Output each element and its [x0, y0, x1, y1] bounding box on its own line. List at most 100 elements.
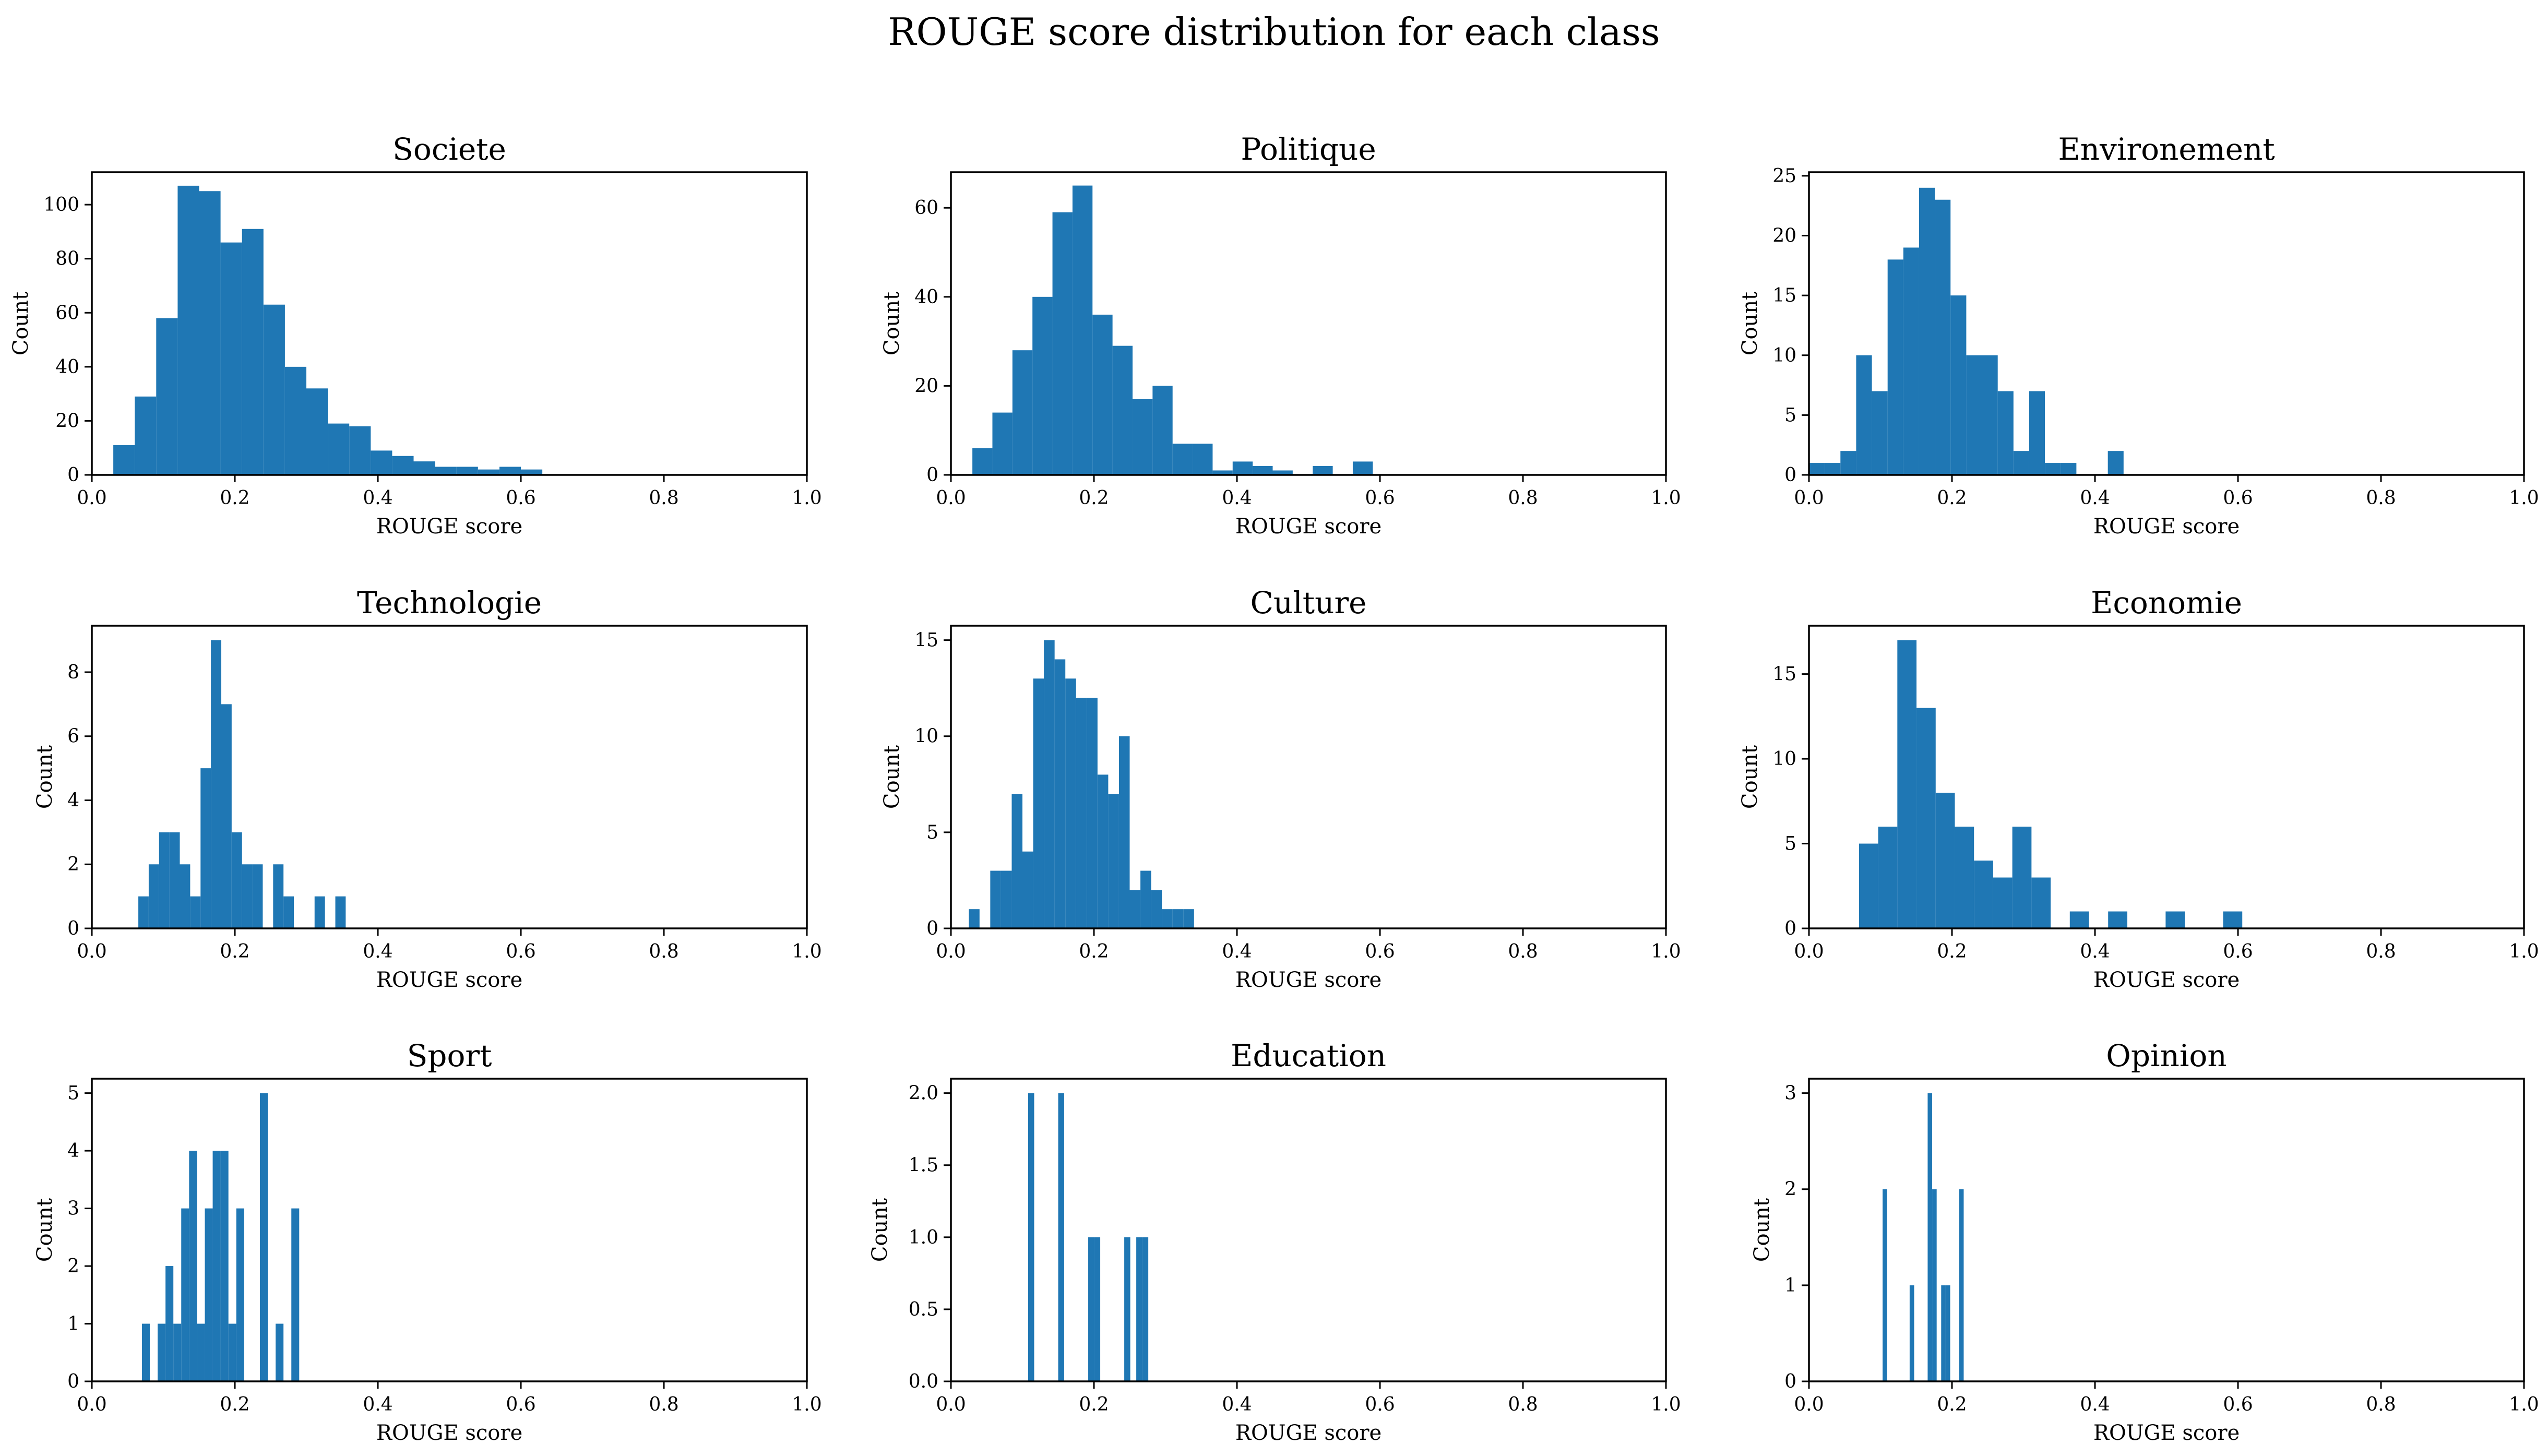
histogram-bar — [1903, 247, 1919, 475]
x-tick-label: 1.0 — [792, 1394, 821, 1415]
panel-education: 0.0 0.2 0.4 0.6 0.8 1.0 0.0 0.5 1.0 1.5 2.0 Educati… — [868, 1038, 1681, 1445]
histogram-bar — [1974, 861, 1993, 928]
x-tick-label: 0.4 — [363, 1394, 392, 1415]
x-axis-label: ROUGE score — [1235, 1421, 1382, 1445]
x-tick-label: 0.4 — [2080, 487, 2110, 509]
histogram-bar — [135, 396, 157, 475]
x-tick-label: 0.4 — [2080, 941, 2110, 962]
y-tick-label: 5 — [67, 1083, 79, 1104]
x-tick-label: 0.4 — [1222, 1394, 1252, 1415]
x-tick-label: 0.0 — [77, 941, 106, 962]
histogram-bar — [1253, 466, 1273, 475]
x-axis-label: ROUGE score — [376, 515, 522, 539]
x-tick-label: 0.0 — [936, 1394, 966, 1415]
histogram-bar — [212, 1151, 221, 1381]
x-tick-label: 0.6 — [1365, 941, 1395, 962]
axes-frame — [950, 171, 1667, 476]
x-tick-label: 1.0 — [1651, 487, 1681, 509]
y-tick-label: 40 — [914, 287, 938, 308]
y-tick-label: 15 — [1772, 285, 1796, 306]
y-tick-label: 20 — [914, 375, 938, 397]
histogram-bar — [1092, 314, 1113, 475]
y-tick-label: 4 — [67, 1140, 79, 1162]
x-tick-label: 0.2 — [220, 487, 249, 509]
y-tick-label: 2 — [67, 854, 79, 875]
histogram-bar — [113, 445, 135, 475]
histogram-bar — [156, 318, 178, 475]
histogram-bar — [521, 469, 543, 475]
histogram-bar — [349, 426, 371, 475]
histogram-bar — [1872, 391, 1888, 475]
histogram-bar — [1052, 212, 1073, 475]
y-tick-label: 15 — [914, 630, 938, 651]
histogram-bar — [199, 191, 221, 475]
histogram-bar — [1927, 1093, 1933, 1381]
panel-sport: 0.0 0.2 0.4 0.6 0.8 1.0 0 1 2 3 4 5 Sport ROUGE score… — [33, 1038, 822, 1445]
histogram-bar — [1172, 909, 1184, 928]
histogram-bar — [435, 467, 457, 475]
histogram-bar — [1935, 199, 1951, 475]
y-tick-label: 10 — [1772, 748, 1796, 770]
y-tick-label: 1.5 — [909, 1155, 938, 1176]
x-tick-label: 0.8 — [1508, 941, 1538, 962]
x-tick-label: 0.0 — [936, 487, 966, 509]
x-axis-label: ROUGE score — [376, 1421, 522, 1445]
histogram-bar — [273, 864, 284, 928]
histogram-bar — [1001, 870, 1012, 928]
histogram-bar — [205, 1208, 213, 1381]
histogram-bar — [1856, 355, 1872, 475]
y-tick-label: 5 — [1784, 833, 1796, 855]
panel-politique: 0.0 0.2 0.4 0.6 0.8 1.0 0 20 40 60 Politique ROUGE … — [880, 132, 1681, 539]
histogram-bar — [2031, 877, 2051, 928]
histogram-bar — [1919, 187, 1935, 475]
y-tick-label: 0 — [67, 918, 79, 939]
x-axis-label: ROUGE score — [2093, 1421, 2240, 1445]
histogram-bar — [197, 1323, 205, 1381]
y-tick-label: 0 — [67, 1371, 79, 1392]
panel-technologie: 0.0 0.2 0.4 0.6 0.8 1.0 0 2 4 6 8 Technologie ROUGE … — [33, 585, 822, 992]
y-tick-label: 1.0 — [909, 1227, 938, 1248]
histogram-bar — [2165, 911, 2185, 928]
y-axis-label: Count — [880, 745, 904, 809]
histogram-bar — [1088, 1237, 1094, 1381]
x-tick-label: 1.0 — [792, 941, 821, 962]
x-tick-label: 0.4 — [363, 487, 392, 509]
x-tick-label: 0.4 — [363, 941, 392, 962]
histogram-bar — [263, 304, 285, 475]
y-tick-label: 100 — [43, 194, 79, 216]
histogram-bar — [1945, 1285, 1950, 1381]
histogram-bar — [231, 832, 242, 928]
histogram-bar — [2108, 911, 2127, 928]
histogram-bar — [1916, 708, 1936, 928]
histogram-bar — [456, 467, 478, 475]
x-axis-label: ROUGE score — [1235, 515, 1382, 539]
x-tick-label: 1.0 — [2509, 487, 2539, 509]
histogram-bar — [141, 1323, 150, 1381]
panel-title: Sport — [407, 1038, 492, 1073]
y-tick-label: 10 — [1772, 345, 1796, 366]
histogram-bar — [1151, 890, 1162, 928]
histogram-bar — [1935, 793, 1955, 928]
panel-culture: 0.0 0.2 0.4 0.6 0.8 1.0 0 5 10 15 Culture ROUGE sco… — [880, 585, 1681, 992]
y-tick-label: 0 — [926, 918, 938, 939]
histogram-bar — [181, 1208, 189, 1381]
x-tick-label: 0.2 — [220, 941, 249, 962]
x-tick-label: 0.8 — [649, 941, 678, 962]
histogram-bar — [1087, 698, 1098, 928]
histogram-bar — [1193, 444, 1213, 475]
histogram-bar — [1840, 451, 1856, 475]
axes-frame — [950, 625, 1667, 929]
histogram-bar — [169, 832, 180, 928]
x-tick-label: 0.0 — [1794, 487, 1824, 509]
histogram-bar — [1982, 355, 1998, 475]
x-tick-label: 0.6 — [1365, 1394, 1395, 1415]
histogram-bar — [2069, 911, 2089, 928]
y-tick-label: 2 — [1784, 1179, 1796, 1200]
y-tick-label: 80 — [55, 248, 79, 270]
histogram-bar — [1022, 851, 1033, 928]
histogram-bar — [1993, 877, 2013, 928]
histogram-bar — [236, 1208, 244, 1381]
histogram-bar — [276, 1323, 284, 1381]
y-tick-label: 20 — [55, 410, 79, 432]
